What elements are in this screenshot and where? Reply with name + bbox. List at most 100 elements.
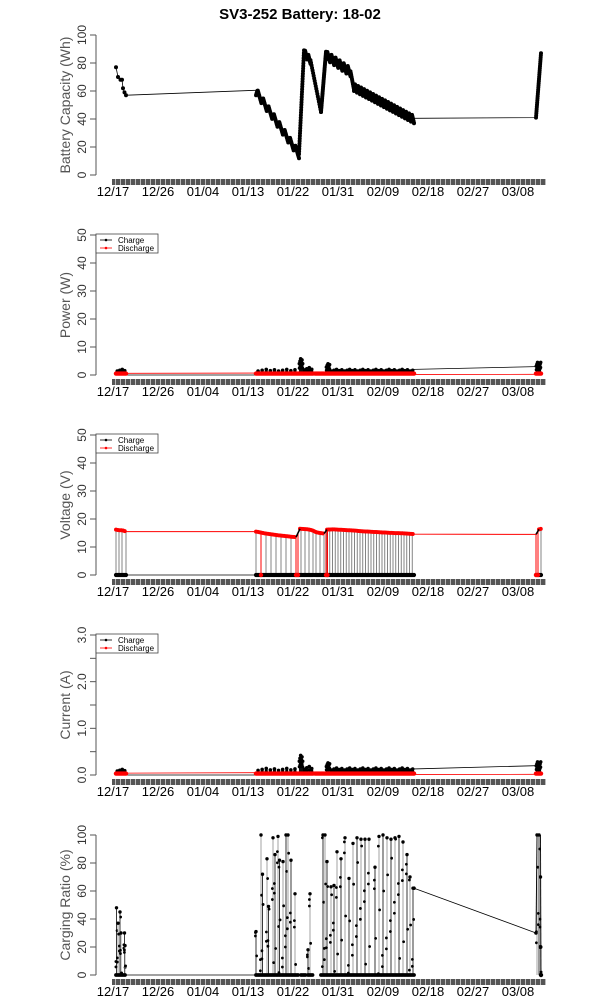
ratio-zero-point (296, 973, 300, 977)
ratio-point (266, 939, 270, 943)
x-tick-label: 02/09 (367, 184, 400, 199)
chart-title: SV3-252 Battery: 18-02 (219, 6, 381, 23)
y-tick-label: 3.0 (75, 626, 89, 643)
x-tick-label: 03/08 (502, 984, 535, 999)
ratio-point (308, 898, 311, 901)
ratio-point (332, 921, 335, 925)
ratio-point (119, 952, 122, 955)
y-tick-label: 80 (75, 856, 89, 870)
ratio-point (286, 833, 290, 837)
charge-point (334, 766, 339, 770)
capacity-point (114, 65, 118, 70)
y-axis-label: Current (A) (57, 670, 73, 739)
x-tick-label: 01/22 (277, 184, 310, 199)
ratio-point (381, 954, 384, 957)
y-tick-label: 40 (75, 256, 89, 270)
ratio-point (274, 947, 277, 950)
discharge-point (292, 535, 297, 540)
ratio-point (359, 917, 362, 921)
ratio-point (367, 871, 370, 875)
ratio-point (373, 878, 376, 882)
ratio-point (118, 910, 122, 914)
x-tick-label: 12/26 (142, 384, 175, 399)
ratio-point (277, 858, 282, 862)
ratio-point (401, 868, 404, 872)
ratio-point (329, 933, 332, 937)
discharge-point (122, 529, 127, 534)
ratio-point (276, 834, 280, 839)
charge-point (264, 766, 269, 771)
y-tick-label: 0 (75, 171, 89, 178)
ratio-point (367, 837, 371, 841)
legend-discharge: Discharge (118, 244, 155, 253)
y-tick-label: 60 (75, 884, 89, 898)
x-tick-label: 01/04 (187, 384, 220, 399)
capacity-point (412, 121, 416, 126)
ratio-point (325, 946, 328, 950)
x-tick-label: 12/17 (97, 984, 130, 999)
ratio-point (405, 872, 408, 876)
y-tick-label: 1.0 (75, 720, 89, 737)
ratio-point (339, 857, 343, 861)
ratio-point (119, 931, 123, 935)
ratio-point (340, 938, 343, 942)
ratio-point (293, 925, 296, 929)
ratio-point (364, 962, 367, 966)
x-tick-label: 01/31 (322, 784, 355, 799)
ratio-point (118, 944, 121, 948)
y-axis-label: Carging Ratio (%) (57, 849, 73, 960)
ratio-point (284, 945, 287, 949)
ratio-point (333, 970, 336, 973)
charge-point (327, 362, 332, 367)
ratio-point (289, 858, 293, 862)
charge-point (309, 367, 314, 372)
ratio-point (329, 885, 333, 889)
charge-point (347, 766, 352, 770)
discharge-point (538, 771, 544, 776)
ratio-point (538, 972, 544, 978)
charge-point (538, 360, 543, 365)
charge-point (538, 760, 543, 764)
ratio-point (368, 945, 371, 948)
charge-point (123, 572, 129, 578)
ratio-point (351, 953, 354, 957)
x-tick-band (112, 579, 546, 585)
ratio-point (347, 876, 351, 881)
capacity-point (124, 93, 128, 98)
legend-discharge: Discharge (118, 644, 155, 653)
ratio-point (378, 908, 381, 912)
ratio-point (397, 882, 400, 885)
charge-point (539, 765, 543, 769)
ratio-point (325, 859, 329, 864)
ratio-point (381, 833, 385, 837)
ratio-point (265, 857, 269, 861)
y-tick-label: 20 (75, 312, 89, 326)
x-tick-label: 01/13 (232, 384, 265, 399)
charge-rise-line (323, 529, 328, 535)
ratio-point (367, 882, 370, 886)
ratio-point (374, 936, 377, 940)
y-tick-label: 10 (75, 540, 89, 554)
discharge-point (123, 771, 129, 776)
legend-marker (104, 246, 108, 250)
x-tick-label: 01/13 (232, 784, 265, 799)
y-axis-label: Power (W) (57, 272, 73, 338)
x-tick-label: 12/26 (142, 984, 175, 999)
ratio-point (293, 892, 297, 896)
ratio-point (412, 886, 416, 890)
discharge-point (295, 572, 301, 578)
ratio-point (277, 865, 281, 869)
ratio-point (260, 872, 265, 876)
x-tick-label: 01/04 (187, 584, 220, 599)
ratio-point (352, 882, 355, 886)
capacity-point (121, 86, 125, 91)
current-panel: 0.0 1.0 2.0 3.0 Current (A) 12/17 12/26 01/04 01… (57, 626, 546, 799)
ratio-point (260, 949, 264, 953)
ratio-point (343, 840, 346, 844)
y-axis-label: Battery Capacity (Wh) (57, 37, 73, 174)
ratio-point (408, 968, 411, 972)
x-tick-label: 01/31 (322, 384, 355, 399)
ratio-point (281, 965, 284, 969)
ratio-point (289, 920, 292, 924)
ratio-point (273, 852, 277, 857)
